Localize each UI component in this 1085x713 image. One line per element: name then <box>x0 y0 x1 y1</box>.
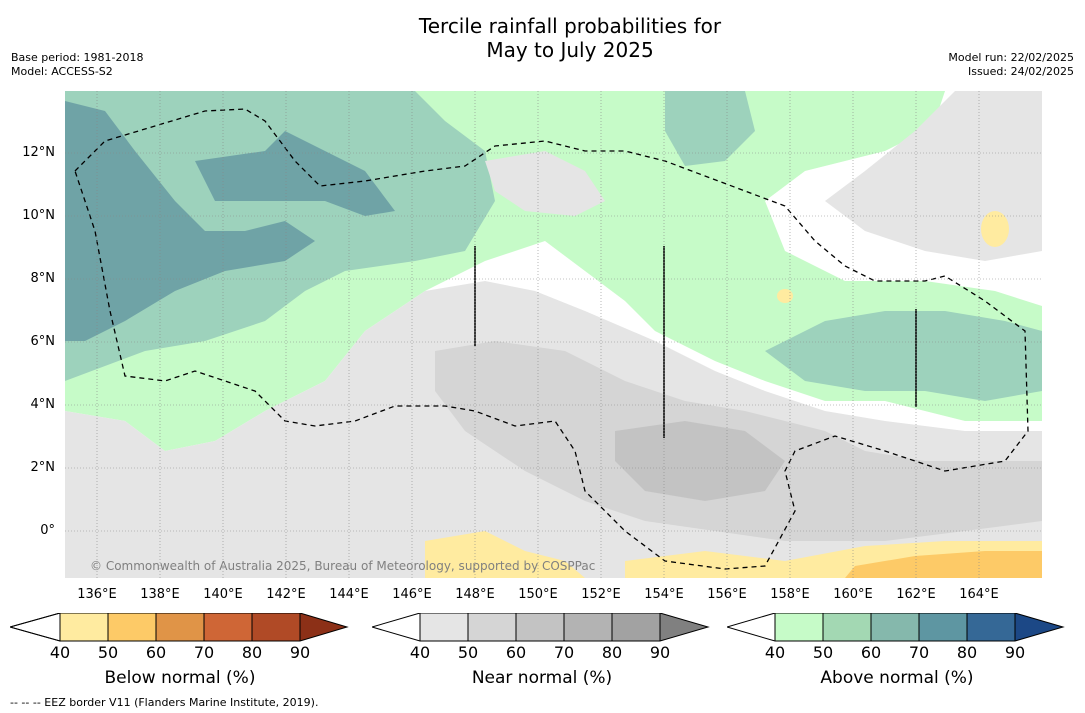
y-tick-4n: 4°N <box>30 397 56 412</box>
near-tick-80: 80 <box>601 643 623 662</box>
near-tick-90: 90 <box>649 643 671 662</box>
title-line-1: Tercile rainfall probabilities for <box>418 14 722 38</box>
base-period-label: Base period: 1981-2018 <box>11 51 144 64</box>
above-normal-60-region-east <box>765 311 1042 401</box>
y-tick-2n: 2°N <box>30 460 56 475</box>
x-tick-150e: 150°E <box>518 587 558 602</box>
above-normal-swatch-5 <box>967 613 1015 641</box>
x-tick-164e: 164°E <box>959 587 999 602</box>
below-normal-swatch-1 <box>60 613 108 641</box>
above-normal-swatch-2 <box>823 613 871 641</box>
x-tick-162e: 162°E <box>896 587 936 602</box>
below-tick-40: 40 <box>49 643 71 662</box>
model-info: Base period: 1981-2018 Model: ACCESS-S2 <box>11 51 143 79</box>
x-tick-136e: 136°E <box>77 587 117 602</box>
below-tick-70: 70 <box>193 643 215 662</box>
run-info: Model run: 22/02/2025 Issued: 24/02/2025 <box>948 51 1074 79</box>
near-normal-colorbar <box>372 613 710 642</box>
x-tick-140e: 140°E <box>203 587 243 602</box>
x-tick-152e: 152°E <box>581 587 621 602</box>
above-tick-90: 90 <box>1004 643 1026 662</box>
above-tick-70: 70 <box>908 643 930 662</box>
x-tick-148e: 148°E <box>455 587 495 602</box>
eez-border <box>74 108 1029 570</box>
near-tick-70: 70 <box>553 643 575 662</box>
below-normal-colorbar <box>10 613 349 642</box>
below-normal-50-region <box>425 531 585 578</box>
below-normal-60-region <box>845 551 1042 578</box>
above-normal-swatch-0 <box>727 613 775 641</box>
below-normal-swatch-3 <box>156 613 204 641</box>
above-tick-50: 50 <box>812 643 834 662</box>
above-normal-60-region-ne <box>665 91 755 166</box>
y-tick-6n: 6°N <box>30 334 56 349</box>
x-tick-154e: 154°E <box>644 587 684 602</box>
above-normal-swatch-1 <box>775 613 823 641</box>
near-normal-swatch-0 <box>372 613 420 641</box>
x-tick-160e: 160°E <box>833 587 873 602</box>
below-normal-swatch-0 <box>10 613 61 642</box>
near-normal-swatch-6 <box>660 613 708 641</box>
below-tick-90: 90 <box>289 643 311 662</box>
below-normal-50-spot-2 <box>777 289 793 303</box>
near-normal-swatch-3 <box>516 613 564 641</box>
graticule <box>65 91 1042 578</box>
model-run-label: Model run: 22/02/2025 <box>948 51 1074 64</box>
above-normal-70-region-2 <box>195 131 395 216</box>
above-normal-swatch-4 <box>919 613 967 641</box>
y-tick-8n: 8°N <box>30 271 56 286</box>
x-tick-138e: 138°E <box>140 587 180 602</box>
map-canvas <box>65 91 1042 578</box>
above-normal-70-region <box>65 101 315 341</box>
above-tick-80: 80 <box>956 643 978 662</box>
below-tick-50: 50 <box>97 643 119 662</box>
title-line-2: May to July 2025 <box>486 38 654 62</box>
above-tick-60: 60 <box>860 643 882 662</box>
above-tick-40: 40 <box>764 643 786 662</box>
near-normal-50-region-center <box>485 151 605 216</box>
x-tick-146e: 146°E <box>392 587 432 602</box>
below-normal-50-spot <box>981 211 1009 247</box>
near-normal-title: Near normal (%) <box>471 668 613 688</box>
below-normal-swatch-5 <box>252 613 300 641</box>
map-title: Tercile rainfall probabilities for May t… <box>0 14 1085 62</box>
near-normal-swatch-4 <box>564 613 612 641</box>
x-tick-144e: 144°E <box>329 587 369 602</box>
near-normal-swatch-2 <box>468 613 516 641</box>
y-tick-0: 0° <box>40 523 55 538</box>
near-tick-50: 50 <box>457 643 479 662</box>
above-normal-colorbar <box>727 613 1065 642</box>
below-normal-swatch-4 <box>204 613 252 641</box>
below-tick-60: 60 <box>145 643 167 662</box>
below-tick-80: 80 <box>241 643 263 662</box>
near-tick-40: 40 <box>409 643 431 662</box>
probability-map: © Commonwealth of Australia 2025, Bureau… <box>65 91 1042 578</box>
x-tick-142e: 142°E <box>266 587 306 602</box>
below-normal-title: Below normal (%) <box>104 668 256 688</box>
above-normal-swatch-3 <box>871 613 919 641</box>
near-tick-60: 60 <box>505 643 527 662</box>
below-normal-swatch-6 <box>300 613 347 641</box>
eez-footnote: -- -- -- EEZ border V11 (Flanders Marine… <box>10 696 319 709</box>
near-normal-swatch-5 <box>612 613 660 641</box>
x-tick-158e: 158°E <box>770 587 810 602</box>
x-tick-156e: 156°E <box>707 587 747 602</box>
copyright-notice: © Commonwealth of Australia 2025, Bureau… <box>90 559 596 573</box>
above-normal-title: Above normal (%) <box>820 668 974 688</box>
issued-label: Issued: 24/02/2025 <box>967 65 1074 78</box>
y-tick-12n: 12°N <box>22 145 55 160</box>
above-normal-swatch-6 <box>1015 613 1063 641</box>
near-normal-swatch-1 <box>420 613 468 641</box>
near-normal-70-region <box>615 421 785 501</box>
y-tick-10n: 10°N <box>22 208 55 223</box>
below-normal-swatch-2 <box>108 613 156 641</box>
model-label: Model: ACCESS-S2 <box>11 65 113 78</box>
